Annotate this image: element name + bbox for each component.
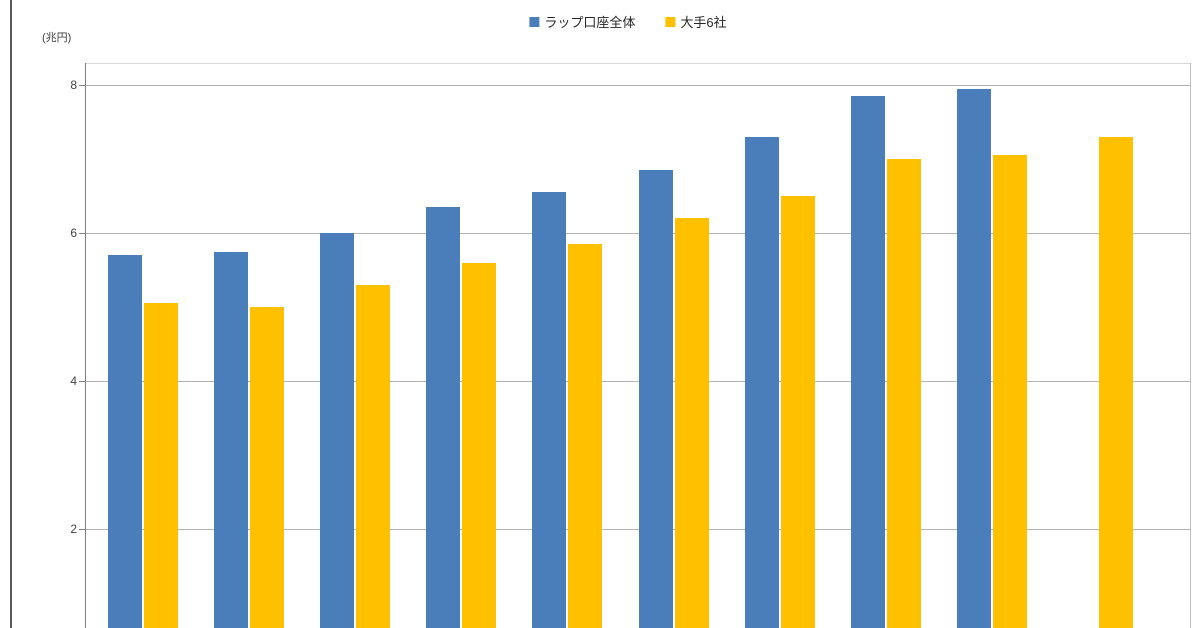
y-gridline xyxy=(85,381,1190,382)
bar-major-firms xyxy=(250,307,284,628)
bar-total xyxy=(851,96,885,628)
bar-major-firms xyxy=(993,155,1027,628)
bar-major-firms xyxy=(356,285,390,628)
bar-major-firms xyxy=(1099,137,1133,628)
legend-item-total: ラップ口座全体 xyxy=(529,12,635,31)
y-axis-tick xyxy=(79,233,85,234)
bar-total xyxy=(214,252,248,628)
bar-total xyxy=(426,207,460,628)
plot-area-right-border xyxy=(1190,63,1191,628)
bar-total xyxy=(639,170,673,628)
bar-major-firms xyxy=(144,303,178,628)
legend-label-major-firms: 大手6社 xyxy=(680,15,727,30)
plot-area-top-border xyxy=(85,63,1190,64)
legend: ラップ口座全体 大手6社 xyxy=(529,12,727,31)
legend-label-total: ラップ口座全体 xyxy=(544,15,636,30)
bar-total xyxy=(532,192,566,628)
bar-major-firms xyxy=(462,263,496,628)
y-axis-tick xyxy=(79,85,85,86)
y-axis-unit-label: (兆円) xyxy=(42,32,72,44)
bar-total xyxy=(320,233,354,628)
y-axis-tick-label: 2 xyxy=(70,522,77,536)
bar-major-firms xyxy=(781,196,815,628)
y-axis-tick-label: 8 xyxy=(70,78,77,92)
bar-major-firms xyxy=(675,218,709,628)
chart-left-border xyxy=(10,0,12,628)
bar-total xyxy=(745,137,779,628)
y-axis-tick xyxy=(79,529,85,530)
y-gridline xyxy=(85,233,1190,234)
legend-swatch-blue xyxy=(529,16,540,27)
y-axis-line xyxy=(85,63,86,628)
y-axis-tick-label: 4 xyxy=(70,374,77,388)
bar-major-firms xyxy=(568,244,602,628)
bar-total xyxy=(957,89,991,628)
y-axis-tick xyxy=(79,381,85,382)
y-gridline xyxy=(85,529,1190,530)
legend-swatch-yellow xyxy=(665,16,676,27)
y-gridline xyxy=(85,85,1190,86)
bar-major-firms xyxy=(887,159,921,628)
y-axis-tick-label: 6 xyxy=(70,226,77,240)
legend-item-major-firms: 大手6社 xyxy=(665,12,727,31)
bar-total xyxy=(108,255,142,628)
